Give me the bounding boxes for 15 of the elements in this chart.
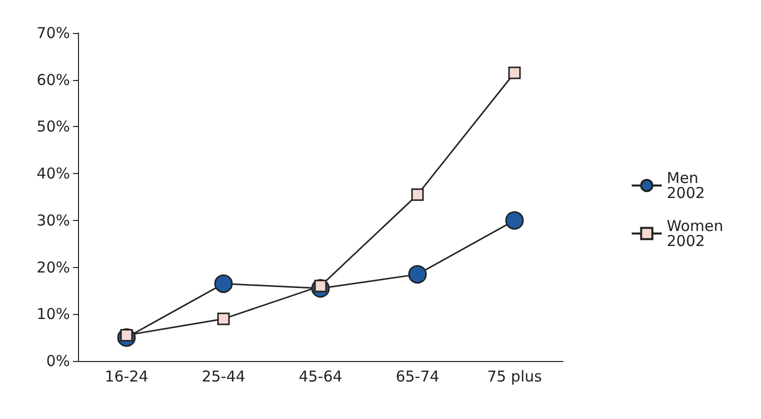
y-tick-label: 60% <box>36 70 70 89</box>
x-tick-label: 25-44 <box>202 368 246 386</box>
y-tick-label: 70% <box>36 24 70 42</box>
legend-label: Men 2002 <box>666 169 705 202</box>
x-tick-label: 75 plus <box>487 368 542 386</box>
y-tick-label: 50% <box>36 118 70 136</box>
y-tick-label: 0% <box>46 352 70 370</box>
y-tick-label: 30% <box>36 211 70 230</box>
x-tick-label: 16-24 <box>104 368 148 386</box>
legend-label: Women 2002 <box>666 217 728 250</box>
y-tick-label: 40% <box>36 164 70 183</box>
y-tick-label: 20% <box>36 258 70 276</box>
x-tick-label: 45-64 <box>298 368 342 386</box>
y-tick-label: 10% <box>36 305 70 324</box>
x-tick-label: 65-74 <box>396 368 440 386</box>
